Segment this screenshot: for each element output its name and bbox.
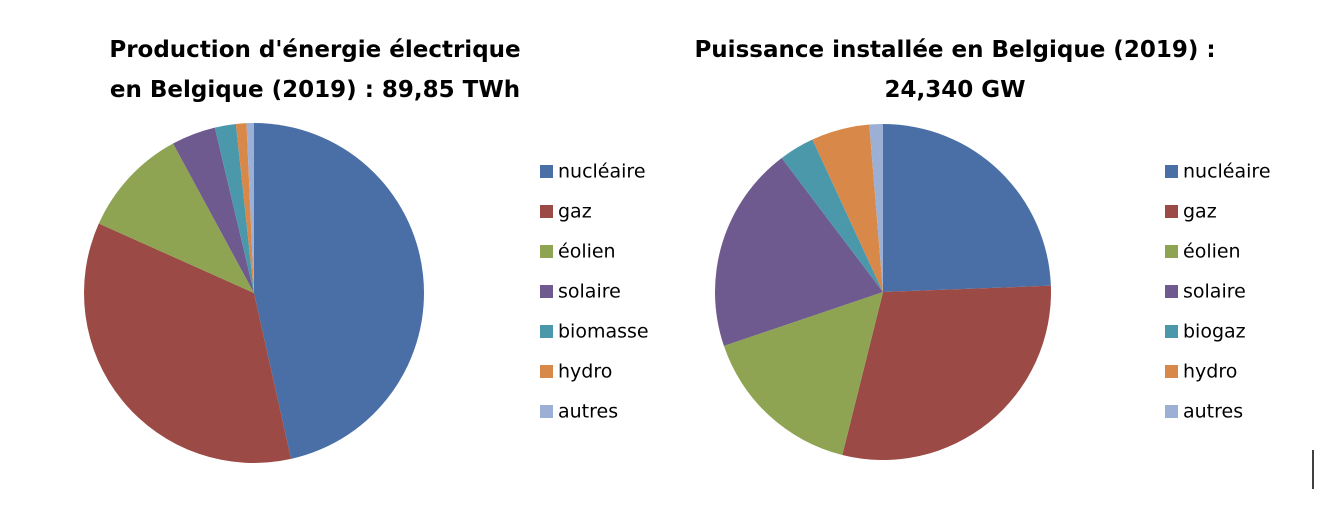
pie-slice [812,124,883,293]
pie-slice [781,139,883,292]
legend-label: gaz [558,201,592,223]
chart-title: Production d'énergie électrique en Belgi… [109,37,521,103]
legend-label: biomasse [558,321,649,343]
pie-slice [842,285,1051,460]
legend-swatch [540,405,553,418]
legend-swatch [540,165,553,178]
legend-swatch [540,245,553,258]
legend-label: autres [558,401,618,423]
legend-label: hydro [1183,361,1237,383]
legend-swatch [540,365,553,378]
chart-title: Puissance installée en Belgique (2019) :… [694,37,1216,103]
legend-swatch [1165,365,1178,378]
pie-slice [869,124,883,292]
legend-swatch [1165,285,1178,298]
legend-swatch [540,325,553,338]
legend-label: hydro [558,361,612,383]
pie-slice [254,123,425,459]
legend-swatch [1165,205,1178,218]
pie-slice [235,123,254,293]
pie-slice [173,127,254,294]
pie-slice [84,223,292,463]
legend-label: nucléaire [1183,161,1271,183]
legend-swatch [540,205,553,218]
legend-label: éolien [1183,241,1241,263]
legend-label: autres [1183,401,1243,423]
legend-swatch [1165,245,1178,258]
pie-slice [715,157,883,346]
pie-slice [246,123,254,293]
legend-swatch [1165,325,1178,338]
legend-swatch [1165,165,1178,178]
legend-label: nucléaire [558,161,646,183]
pie-slice [723,292,883,455]
legend-label: biogaz [1183,321,1246,343]
pie-slice [214,123,254,293]
pie-slice [883,124,1051,292]
legend-label: solaire [1183,281,1246,303]
legend-label: éolien [558,241,616,263]
legend-label: gaz [1183,201,1217,223]
legend-swatch [540,285,553,298]
legend-label: solaire [558,281,621,303]
pie-slice [98,143,254,293]
legend-swatch [1165,405,1178,418]
